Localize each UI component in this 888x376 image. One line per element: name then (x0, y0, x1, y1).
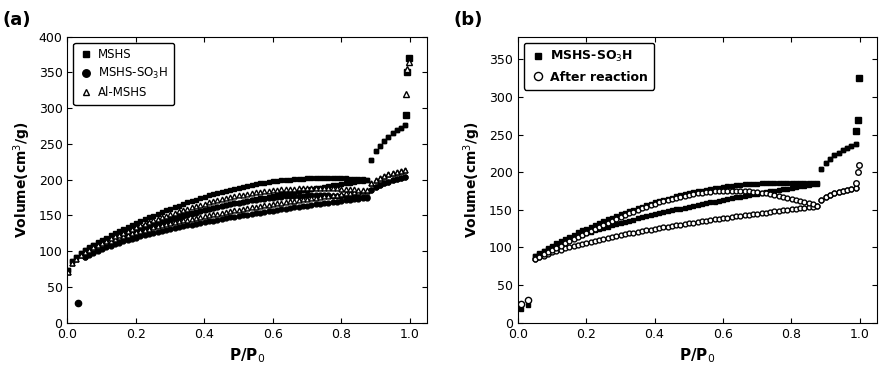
Text: (a): (a) (3, 11, 31, 29)
Y-axis label: Volume(cm$^3$/g): Volume(cm$^3$/g) (462, 121, 483, 238)
MSHS (400, 123, 411, 127)
Al-MSHS (212, 211, 223, 216)
MSHS-SO$_3$H (516, 307, 527, 311)
MSHS (281, 191, 291, 196)
Line: MSHS-SO$_3$H: MSHS-SO$_3$H (519, 303, 530, 312)
Al-MSHS (293, 198, 304, 202)
Al-MSHS (400, 168, 411, 172)
Al-MSHS (361, 188, 372, 193)
MSHS (267, 194, 278, 198)
Al-MSHS (267, 202, 278, 206)
After reaction (523, 298, 534, 302)
After reaction (516, 302, 527, 306)
Line: Al-MSHS: Al-MSHS (66, 167, 408, 274)
Al-MSHS (62, 270, 73, 274)
MSHS (361, 178, 372, 182)
MSHS (62, 267, 73, 272)
Al-MSHS (281, 200, 291, 204)
Al-MSHS (264, 202, 274, 207)
Line: After reaction: After reaction (518, 297, 531, 307)
X-axis label: P/P$_0$: P/P$_0$ (229, 346, 266, 365)
MSHS (264, 194, 274, 199)
X-axis label: P/P$_0$: P/P$_0$ (679, 346, 716, 365)
Text: (b): (b) (453, 11, 482, 29)
Legend: MSHS-SO$_3$H, After reaction: MSHS-SO$_3$H, After reaction (524, 43, 654, 90)
MSHS (293, 189, 304, 194)
MSHS (212, 205, 223, 209)
Line: MSHS: MSHS (66, 123, 408, 272)
Y-axis label: Volume(cm$^3$/g): Volume(cm$^3$/g) (12, 121, 33, 238)
MSHS-SO$_3$H (523, 303, 534, 308)
Legend: MSHS, MSHS-SO$_3$H, Al-MSHS: MSHS, MSHS-SO$_3$H, Al-MSHS (74, 42, 174, 105)
